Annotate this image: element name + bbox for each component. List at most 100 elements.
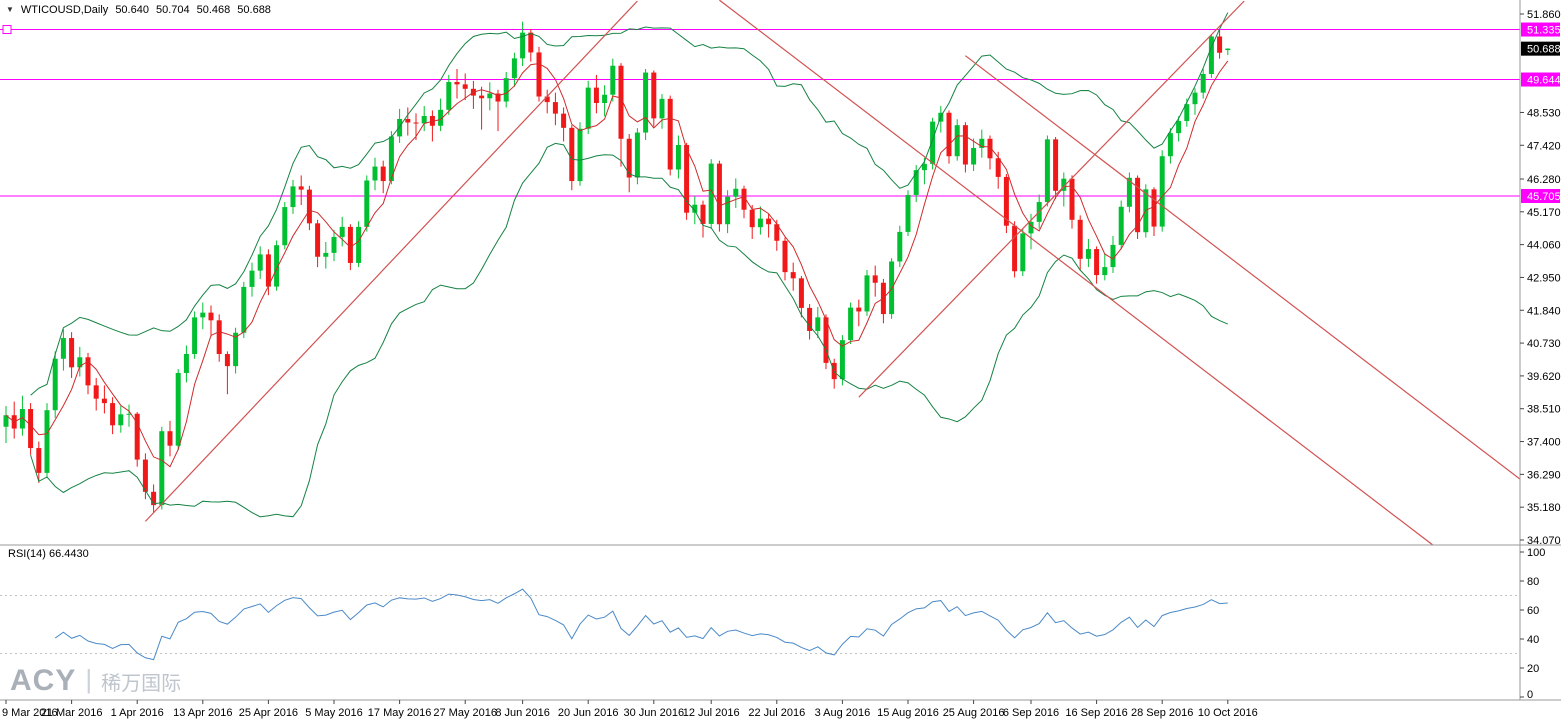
candle-body: [766, 218, 772, 225]
candle-body: [1003, 176, 1009, 226]
hline-selection-handle[interactable]: [2, 25, 12, 35]
candle-body: [413, 122, 419, 124]
candle-body: [110, 403, 116, 426]
broker-watermark: ACY | 稀万国际: [10, 664, 181, 698]
time-tick-label: 25 Apr 2016: [239, 707, 298, 719]
candle-body: [1012, 225, 1018, 272]
candle-body: [561, 113, 567, 128]
candle-body: [134, 413, 140, 460]
rsi-tick-label: 40: [1527, 634, 1539, 646]
price-axis[interactable]: 51.860 48.530 47.420 46.280 45.170 44.060 42.9…: [1520, 9, 1561, 547]
candle-body: [1135, 177, 1141, 233]
candle-body: [610, 65, 616, 95]
quote-low: 50.468: [196, 4, 231, 16]
candle-body: [44, 410, 50, 473]
watermark-separator: |: [85, 663, 93, 694]
candle-body: [339, 226, 345, 237]
candle-body: [528, 32, 534, 53]
price-level-badge: [1521, 22, 1560, 37]
symbol-dropdown-icon[interactable]: ▼: [6, 4, 14, 14]
candle-body: [520, 32, 526, 59]
candle-body: [577, 128, 583, 182]
time-tick-label: 15 Aug 2016: [877, 707, 939, 719]
bollinger-upper-band: [30, 12, 1229, 396]
candle-body: [626, 138, 632, 178]
candle-body: [1159, 156, 1165, 227]
rsi-axis[interactable]: 100 80 60 40 20 0: [1520, 547, 1545, 701]
candle-body: [1184, 104, 1190, 122]
candle-body: [856, 307, 862, 312]
candle-body: [28, 409, 34, 449]
candle-body: [643, 72, 649, 133]
candle-body: [421, 116, 427, 124]
candle-body: [462, 84, 468, 89]
price-level-badge-label: 49.644: [1527, 75, 1561, 87]
candle-body: [126, 413, 132, 415]
candle-body: [192, 317, 198, 355]
trend-line[interactable]: [965, 55, 1523, 482]
candle-body: [708, 163, 714, 224]
candle-body: [1208, 36, 1214, 75]
candle-body: [1061, 178, 1067, 191]
candle-body: [864, 275, 870, 312]
candle-body: [913, 170, 919, 195]
candle-body: [19, 409, 25, 429]
candle-body: [552, 102, 558, 114]
horizontal-lines-layer[interactable]: [0, 29, 1520, 197]
bollinger-lower-band: [30, 142, 1228, 518]
candle-body: [282, 207, 288, 246]
candle-body: [1044, 139, 1050, 203]
rsi-indicator-label: RSI(14) 66.4430: [8, 548, 89, 560]
rsi-tick-label: 0: [1527, 689, 1533, 701]
time-tick-label: 21 Mar 2016: [41, 707, 103, 719]
candle-body: [77, 357, 83, 368]
time-tick-label: 20 Jun 2016: [558, 707, 619, 719]
candle-body: [306, 189, 312, 224]
candle-body: [905, 194, 911, 232]
candle-body: [1192, 92, 1198, 105]
price-level-badge-label: 51.335: [1527, 25, 1561, 37]
candle-body: [1200, 74, 1206, 93]
quote-bar: ▼ WTICOUSD,Daily 50.640 50.704 50.468 50…: [6, 4, 271, 16]
candle-body: [872, 275, 878, 283]
trend-line[interactable]: [144, 0, 638, 522]
time-tick-label: 28 Sep 2016: [1131, 707, 1193, 719]
price-tick-label: 37.400: [1527, 437, 1561, 449]
candle-body: [1077, 219, 1083, 259]
candle-body: [1167, 133, 1173, 157]
rsi-tick-label: 100: [1527, 547, 1545, 559]
candle-body: [265, 254, 271, 287]
candle-body: [889, 261, 895, 315]
trendlines-layer[interactable]: [144, 0, 1523, 545]
price-tick-label: 46.280: [1527, 174, 1561, 186]
candle-body: [798, 278, 804, 308]
candle-body: [692, 204, 698, 213]
candle-body: [175, 372, 181, 446]
candle-body: [241, 286, 247, 333]
price-tick-label: 45.170: [1527, 207, 1561, 219]
rsi-line: [54, 588, 1228, 661]
watermark-brand-text: ACY: [10, 664, 77, 697]
main-price-pane[interactable]: [0, 0, 1523, 545]
candle-body: [331, 236, 337, 253]
time-tick-label: 1 Apr 2016: [111, 707, 164, 719]
candle-body: [1028, 221, 1034, 234]
trend-line[interactable]: [858, 0, 1245, 398]
trend-line[interactable]: [719, 0, 1434, 545]
candle-body: [36, 448, 42, 473]
price-tick-label: 44.060: [1527, 240, 1561, 252]
candles-layer: [3, 21, 1231, 513]
rsi-pane[interactable]: [0, 588, 1520, 661]
candle-body: [233, 332, 239, 367]
rsi-tick-label: 60: [1527, 605, 1539, 617]
price-tick-label: 40.730: [1527, 338, 1561, 350]
candle-body: [790, 272, 796, 279]
time-tick-label: 17 May 2016: [368, 707, 432, 719]
candle-body: [69, 338, 75, 368]
candle-body: [1020, 233, 1026, 272]
candle-body: [921, 163, 927, 171]
candle-body: [675, 144, 681, 170]
candle-body: [356, 226, 362, 263]
